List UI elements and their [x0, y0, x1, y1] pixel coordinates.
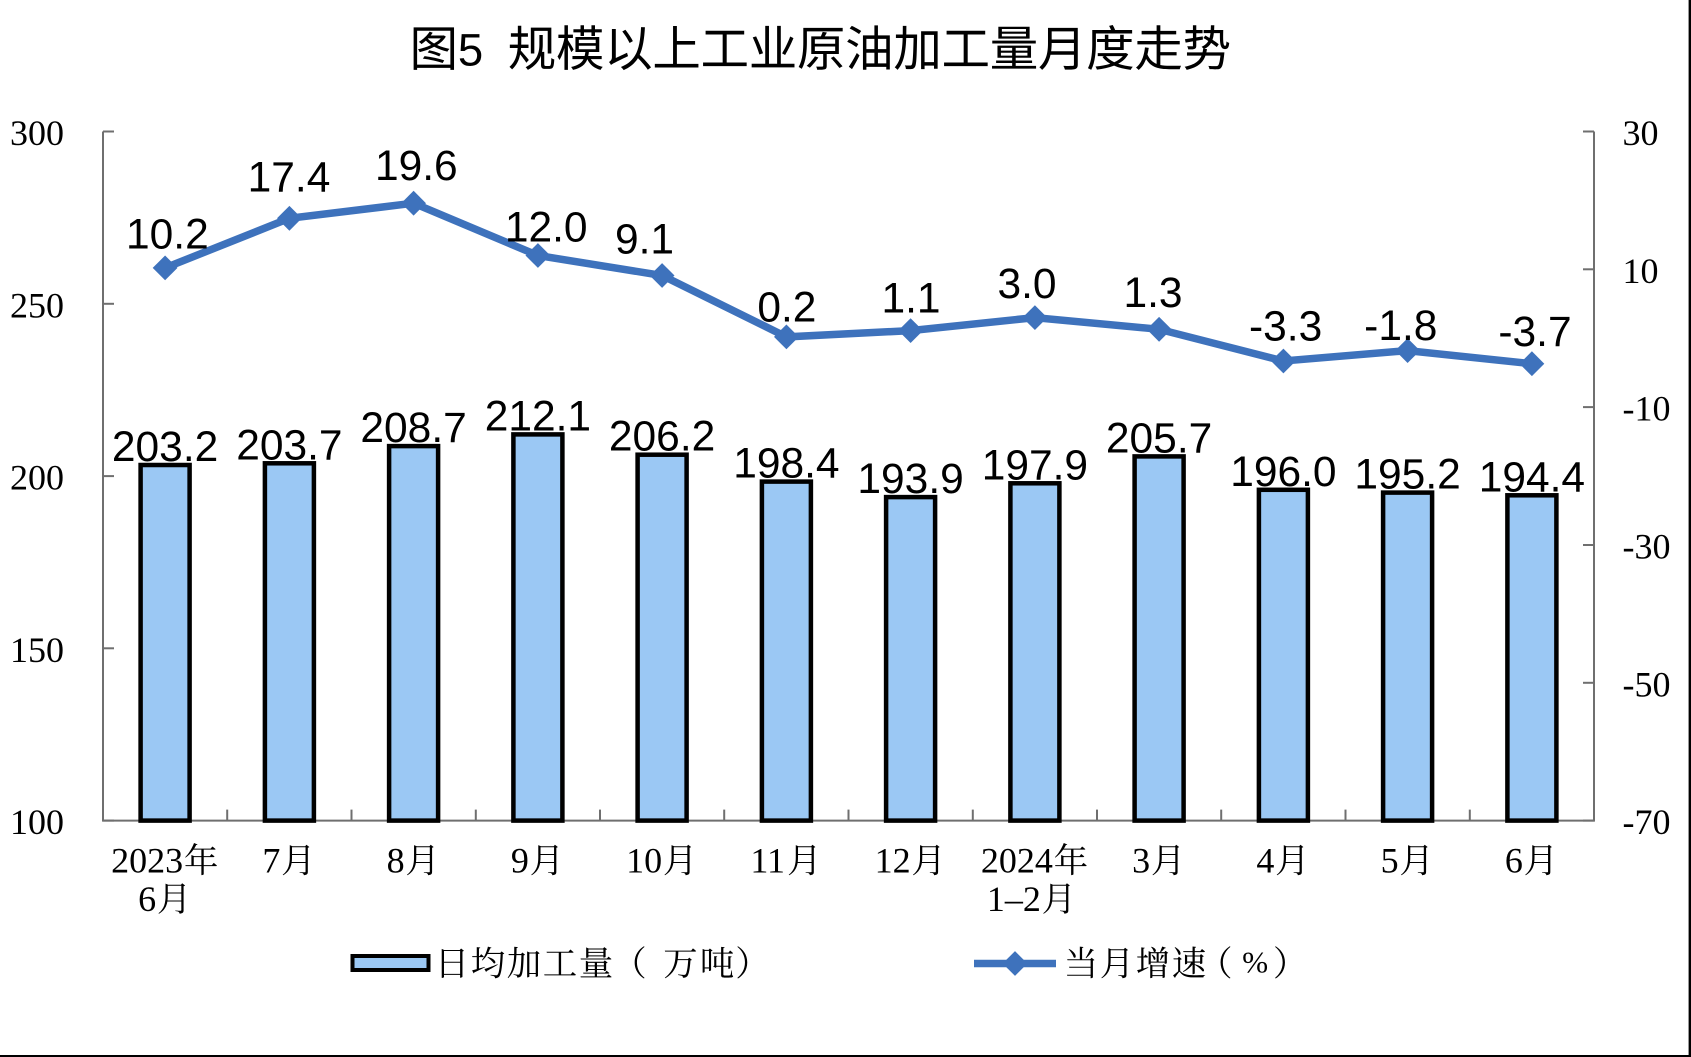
svg-text:10: 10 [1623, 251, 1659, 291]
svg-text:193.9: 193.9 [857, 456, 963, 503]
svg-text:-50: -50 [1623, 664, 1671, 704]
svg-text:1.1: 1.1 [881, 276, 940, 323]
svg-text:2023: 2023 [111, 841, 183, 881]
svg-text:%: % [1242, 945, 1268, 979]
svg-text:1–2: 1–2 [987, 879, 1041, 919]
svg-text:-30: -30 [1623, 527, 1671, 567]
svg-text:-3.3: -3.3 [1249, 304, 1322, 351]
svg-text:0.2: 0.2 [757, 285, 816, 332]
svg-text:197.9: 197.9 [982, 442, 1088, 489]
svg-text:30: 30 [1623, 113, 1659, 153]
svg-text:195.2: 195.2 [1354, 452, 1460, 499]
svg-text:10.2: 10.2 [126, 211, 209, 258]
svg-text:200: 200 [10, 458, 64, 498]
svg-text:3: 3 [1132, 841, 1150, 881]
svg-text:2024: 2024 [981, 841, 1053, 881]
svg-text:300: 300 [10, 113, 64, 153]
svg-text:1.3: 1.3 [1123, 270, 1182, 317]
svg-text:203.7: 203.7 [236, 422, 342, 469]
svg-text:9.1: 9.1 [615, 216, 674, 263]
svg-text:5: 5 [1381, 841, 1399, 881]
svg-text:150: 150 [10, 630, 64, 670]
svg-text:12.0: 12.0 [505, 205, 588, 252]
svg-text:194.4: 194.4 [1479, 454, 1585, 501]
svg-text:203.2: 203.2 [112, 424, 218, 471]
svg-text:7: 7 [262, 841, 280, 881]
svg-text:6: 6 [138, 879, 156, 919]
svg-text:-70: -70 [1623, 802, 1671, 842]
svg-text:206.2: 206.2 [609, 414, 715, 461]
svg-text:10: 10 [626, 841, 662, 881]
svg-text:205.7: 205.7 [1106, 415, 1212, 462]
svg-text:19.6: 19.6 [375, 143, 458, 190]
svg-text:4: 4 [1256, 841, 1274, 881]
svg-text:8: 8 [387, 841, 405, 881]
svg-text:11: 11 [750, 841, 785, 881]
svg-text:-10: -10 [1623, 389, 1671, 429]
svg-text:3.0: 3.0 [997, 261, 1056, 308]
svg-text:17.4: 17.4 [248, 155, 331, 202]
svg-text:-3.7: -3.7 [1498, 309, 1571, 356]
svg-text:196.0: 196.0 [1230, 449, 1336, 496]
svg-text:208.7: 208.7 [360, 405, 466, 452]
svg-text:198.4: 198.4 [733, 441, 839, 488]
svg-text:6: 6 [1505, 841, 1523, 881]
svg-text:212.1: 212.1 [485, 393, 591, 440]
svg-text:9: 9 [511, 841, 529, 881]
svg-text:100: 100 [10, 802, 64, 842]
svg-text:5: 5 [458, 24, 483, 75]
svg-text:-1.8: -1.8 [1364, 303, 1437, 350]
svg-text:250: 250 [10, 285, 64, 325]
svg-text:12: 12 [875, 841, 911, 881]
